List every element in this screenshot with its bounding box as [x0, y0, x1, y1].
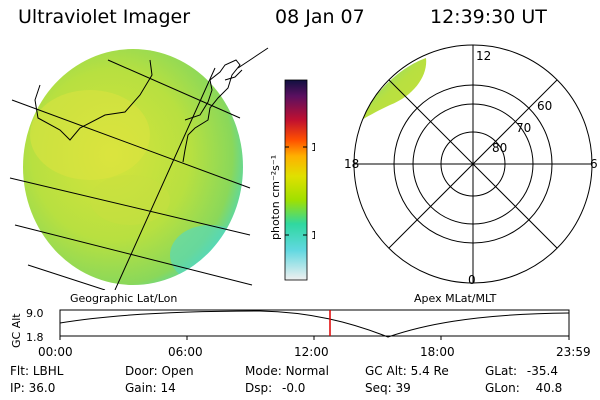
info-dsp-val: -0.0	[281, 381, 306, 395]
colorbar: 100 10 photon cm⁻²s⁻¹	[269, 79, 315, 281]
mlt-label-18: 18	[344, 157, 359, 171]
mlt-label-12: 12	[476, 49, 491, 63]
xtick-0600: 06:00	[168, 345, 203, 359]
info-flt-key: Flt:	[10, 364, 29, 378]
altitude-frame	[59, 309, 570, 337]
info-ip-val: 36.0	[28, 381, 56, 395]
info-gcalt-val: 5.4 Re	[410, 364, 449, 378]
info-glon-val: 40.8	[535, 381, 563, 395]
info-door-key: Door:	[125, 364, 158, 378]
info-gain-key: Gain:	[125, 381, 157, 395]
polar-plot: 12 18 6 0 60 70 80	[344, 44, 598, 287]
info-glat-val: -35.4	[526, 364, 558, 378]
info-ip-key: IP:	[10, 381, 25, 395]
altitude-curve	[59, 310, 570, 338]
date-label: 08 Jan 07	[275, 6, 365, 28]
info-flt-val: LBHL	[32, 364, 64, 378]
altitude-ylabel: GC Alt	[10, 313, 23, 348]
altitude-ytick-bottom: 1.8	[26, 331, 44, 344]
altitude-ytick-top: 9.0	[26, 307, 44, 320]
mlat-label-80: 80	[492, 141, 507, 155]
info-dsp-key: Dsp:	[245, 381, 273, 395]
polar-grid	[353, 44, 593, 284]
info-mode-val: Normal	[285, 364, 329, 378]
info-glat: GLat: -35.4	[485, 364, 558, 378]
mlt-label-0: 0	[468, 273, 476, 287]
info-gain: Gain: 14	[125, 381, 176, 395]
apex-panel-label: Apex MLat/MLT	[414, 292, 497, 305]
geo-grid	[9, 47, 269, 290]
info-gain-val: 14	[160, 381, 176, 395]
info-dsp: Dsp: -0.0	[245, 381, 305, 395]
colorbar-tick-10: 10	[311, 229, 315, 242]
altitude-strip: GC Alt 9.0 1.8 00:00 06:00 12:00 18:00 2…	[10, 307, 591, 359]
mlat-label-60: 60	[537, 99, 552, 113]
coastline	[34, 59, 243, 163]
info-gcalt: GC Alt: 5.4 Re	[365, 364, 449, 378]
geo-panel-label: Geographic Lat/Lon	[70, 292, 178, 305]
info-glon-key: GLon:	[485, 381, 520, 395]
info-mode: Mode: Normal	[245, 364, 329, 378]
auroral-emission	[358, 58, 427, 122]
colorbar-label: photon cm⁻²s⁻¹	[269, 155, 282, 240]
info-door: Door: Open	[125, 364, 194, 378]
info-mode-key: Mode:	[245, 364, 282, 378]
info-seq-key: Seq:	[365, 381, 392, 395]
mlt-label-6: 6	[590, 157, 598, 171]
mlat-label-70: 70	[516, 121, 531, 135]
info-door-val: Open	[161, 364, 194, 378]
info-ip: IP: 36.0	[10, 381, 55, 395]
info-glon: GLon: 40.8	[485, 381, 562, 395]
colorbar-tick-100: 100	[311, 141, 315, 154]
time-label: 12:39:30 UT	[430, 6, 547, 28]
info-gcalt-key: GC Alt:	[365, 364, 407, 378]
info-glat-key: GLat:	[485, 364, 518, 378]
geographic-image	[9, 47, 269, 290]
info-seq-val: 39	[395, 381, 411, 395]
info-seq: Seq: 39	[365, 381, 411, 395]
info-flt: Flt: LBHL	[10, 364, 63, 378]
instrument-title: Ultraviolet Imager	[18, 6, 191, 28]
xtick-1200: 12:00	[294, 345, 329, 359]
xtick-0000: 00:00	[38, 345, 73, 359]
xtick-2359: 23:59	[556, 345, 591, 359]
colorbar-scale	[284, 79, 308, 281]
xtick-1800: 18:00	[420, 345, 455, 359]
